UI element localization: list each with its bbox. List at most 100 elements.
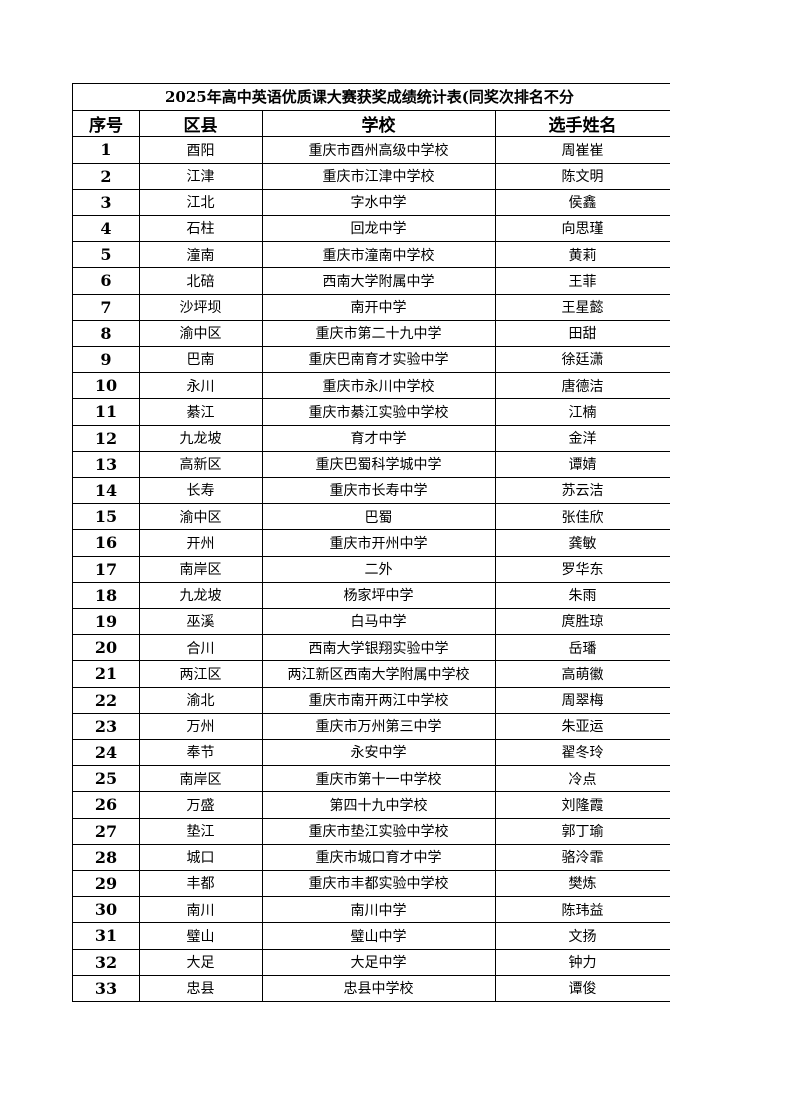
cell-school: 重庆市永川中学校 bbox=[262, 372, 496, 400]
cell-name: 冷点 bbox=[495, 766, 670, 793]
cell-district: 忠县 bbox=[139, 975, 263, 1002]
cell-name: 谭俊 bbox=[495, 975, 670, 1002]
table-row: 27 垫江 重庆市垫江实验中学校 郭丁瑜 bbox=[73, 818, 670, 845]
cell-district: 北碚 bbox=[139, 268, 263, 295]
cell-name: 骆泠霏 bbox=[495, 844, 670, 872]
cell-name: 庹胜琼 bbox=[495, 609, 670, 636]
table-row: 13 高新区 重庆巴蜀科学城中学 谭婧 bbox=[73, 451, 670, 479]
cell-name: 陈文明 bbox=[495, 163, 670, 190]
cell-district: 城口 bbox=[139, 844, 263, 872]
cell-district: 长寿 bbox=[139, 477, 263, 505]
table-row: 33 忠县 忠县中学校 谭俊 bbox=[73, 975, 670, 1002]
table-row: 25 南岸区 重庆市第十一中学校 冷点 bbox=[73, 765, 670, 793]
cell-index: 29 bbox=[73, 870, 140, 898]
cell-name: 钟力 bbox=[495, 949, 670, 976]
cell-name: 朱亚运 bbox=[495, 713, 670, 741]
table-row: 11 綦江 重庆市綦江实验中学校 江楠 bbox=[73, 399, 670, 426]
cell-name: 周翠梅 bbox=[495, 687, 670, 714]
cell-school: 南川中学 bbox=[262, 896, 496, 924]
cell-name: 朱雨 bbox=[495, 582, 670, 610]
cell-name: 谭婧 bbox=[495, 451, 670, 479]
table-row: 26 万盛 第四十九中学校 刘隆霞 bbox=[73, 792, 670, 819]
cell-index: 22 bbox=[73, 687, 140, 714]
cell-school: 杨家坪中学 bbox=[262, 582, 496, 610]
cell-district: 南川 bbox=[139, 896, 263, 924]
cell-name: 黄莉 bbox=[495, 242, 670, 269]
table-row: 5 潼南 重庆市潼南中学校 黄莉 bbox=[73, 241, 670, 269]
title-bar bbox=[73, 84, 670, 111]
cell-school: 重庆巴蜀科学城中学 bbox=[262, 451, 496, 479]
cell-name: 张佳欣 bbox=[495, 504, 670, 531]
cell-school: 二外 bbox=[262, 556, 496, 583]
cell-index: 14 bbox=[73, 477, 140, 505]
cell-index: 1 bbox=[73, 137, 140, 164]
cell-index: 19 bbox=[73, 608, 140, 636]
table-row: 30 南川 南川中学 陈玮益 bbox=[73, 896, 670, 924]
cell-school: 重庆市第二十九中学 bbox=[262, 320, 496, 348]
table-row: 21 两江区 两江新区西南大学附属中学校 高萌徽 bbox=[73, 661, 670, 688]
cell-district: 开州 bbox=[139, 530, 263, 557]
table-row: 12 九龙坡 育才中学 金洋 bbox=[73, 425, 670, 452]
cell-index: 8 bbox=[73, 320, 140, 348]
header-row: 序号 区县 学校 选手姓名 bbox=[73, 111, 670, 137]
cell-index: 33 bbox=[73, 975, 140, 1002]
cell-school: 西南大学银翔实验中学 bbox=[262, 634, 496, 662]
cell-school: 重庆市长寿中学 bbox=[262, 477, 496, 505]
cell-district: 万州 bbox=[139, 713, 263, 741]
cell-name: 侯鑫 bbox=[495, 189, 670, 217]
cell-index: 20 bbox=[73, 634, 140, 662]
cell-district: 江北 bbox=[139, 189, 263, 217]
table-row: 29 丰都 重庆市丰都实验中学校 樊炼 bbox=[73, 870, 670, 898]
cell-name: 江楠 bbox=[495, 399, 670, 426]
cell-district: 合川 bbox=[139, 634, 263, 662]
cell-school: 两江新区西南大学附属中学校 bbox=[262, 661, 496, 688]
table-row: 28 城口 重庆市城口育才中学 骆泠霏 bbox=[73, 844, 670, 872]
cell-school: 南开中学 bbox=[262, 294, 496, 321]
cell-index: 3 bbox=[73, 189, 140, 217]
cell-district: 渝北 bbox=[139, 687, 263, 714]
cell-name: 刘隆霞 bbox=[495, 792, 670, 819]
cell-district: 垫江 bbox=[139, 818, 263, 845]
table-row: 16 开州 重庆市开州中学 龚敏 bbox=[73, 530, 670, 557]
table-row: 20 合川 西南大学银翔实验中学 岳璠 bbox=[73, 634, 670, 662]
cell-school: 重庆巴南育才实验中学 bbox=[262, 346, 496, 374]
cell-school: 大足中学 bbox=[262, 949, 496, 976]
cell-district: 大足 bbox=[139, 949, 263, 976]
table-row: 9 巴南 重庆巴南育才实验中学 徐廷潇 bbox=[73, 346, 670, 374]
cell-school: 巴蜀 bbox=[262, 503, 496, 531]
cell-district: 渝中区 bbox=[139, 320, 263, 348]
table-row: 2 江津 重庆市江津中学校 陈文明 bbox=[73, 163, 670, 190]
cell-district: 丰都 bbox=[139, 870, 263, 898]
cell-name: 罗华东 bbox=[495, 556, 670, 583]
table-row: 24 奉节 永安中学 翟冬玲 bbox=[73, 739, 670, 767]
cell-index: 27 bbox=[73, 818, 140, 845]
cell-index: 23 bbox=[73, 713, 140, 741]
cell-index: 11 bbox=[73, 399, 140, 426]
cell-index: 30 bbox=[73, 896, 140, 924]
cell-index: 18 bbox=[73, 582, 140, 610]
cell-district: 酉阳 bbox=[139, 137, 263, 164]
cell-school: 重庆市丰都实验中学校 bbox=[262, 870, 496, 898]
cell-district: 巫溪 bbox=[139, 608, 263, 636]
cell-school: 重庆市万州第三中学 bbox=[262, 713, 496, 741]
cell-name: 樊炼 bbox=[495, 871, 670, 898]
cell-school: 重庆市綦江实验中学校 bbox=[262, 399, 496, 426]
cell-school: 育才中学 bbox=[262, 425, 496, 452]
cell-school: 重庆市城口育才中学 bbox=[262, 844, 496, 872]
cell-index: 4 bbox=[73, 215, 140, 243]
cell-index: 16 bbox=[73, 530, 140, 557]
cell-index: 21 bbox=[73, 661, 140, 688]
cell-index: 6 bbox=[73, 268, 140, 295]
cell-school: 忠县中学校 bbox=[262, 975, 496, 1002]
table-title: 2025年高中英语优质课大赛获奖成绩统计表(同奖次排名不分 bbox=[165, 88, 574, 106]
cell-school: 重庆市南开两江中学校 bbox=[262, 687, 496, 714]
cell-index: 15 bbox=[73, 503, 140, 531]
cell-name: 文扬 bbox=[495, 923, 670, 950]
cell-name: 周崔崔 bbox=[495, 137, 670, 164]
cell-district: 石柱 bbox=[139, 215, 263, 243]
cell-district: 渝中区 bbox=[139, 503, 263, 531]
table-row: 32 大足 大足中学 钟力 bbox=[73, 949, 670, 976]
table-row: 8 渝中区 重庆市第二十九中学 田甜 bbox=[73, 320, 670, 348]
cell-school: 重庆市酉州高级中学校 bbox=[262, 137, 496, 164]
